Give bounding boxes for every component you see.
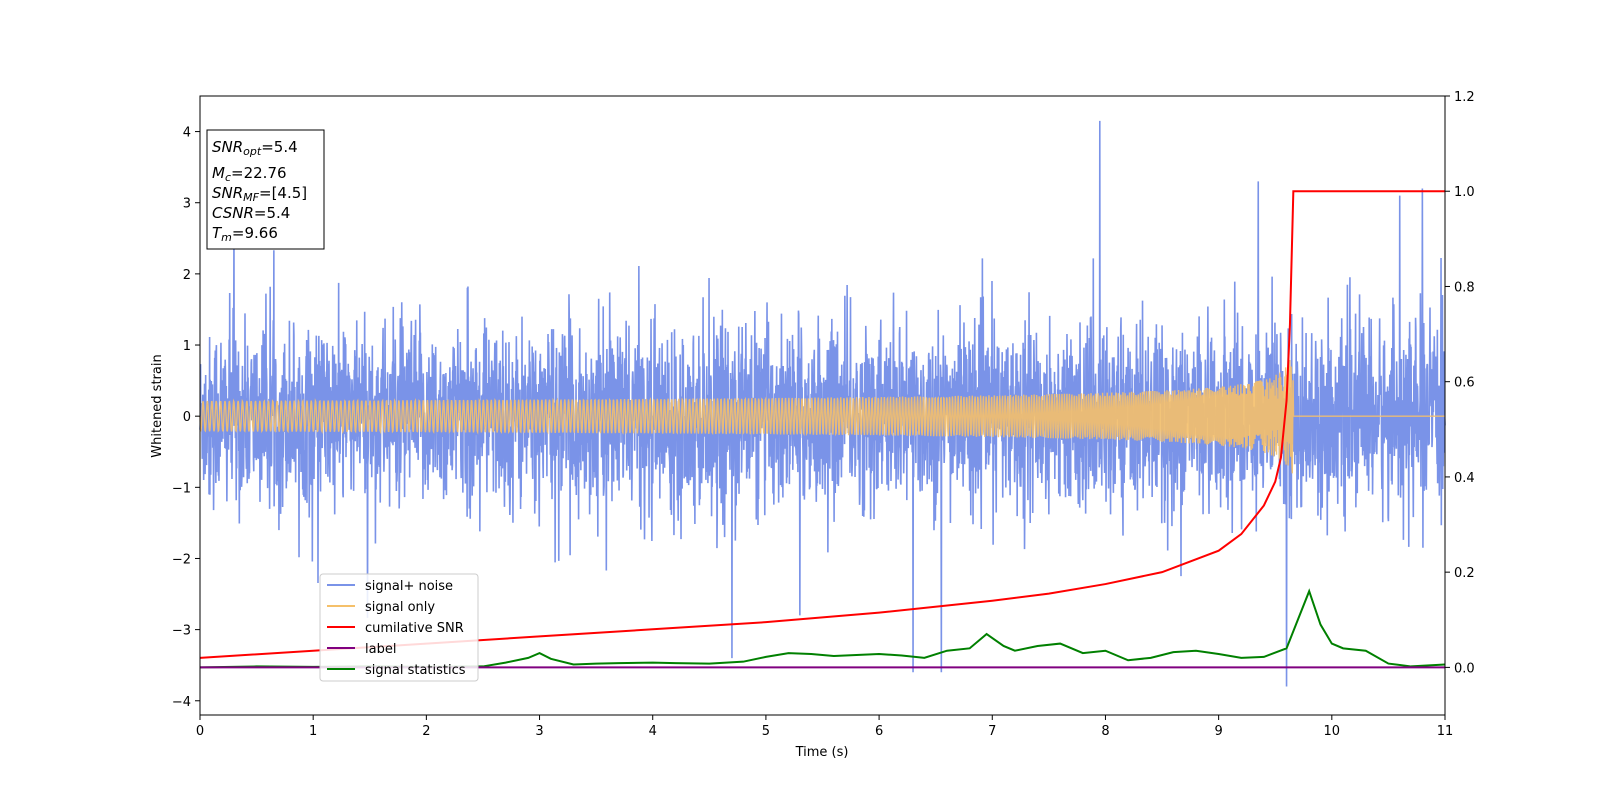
x-tick-label: 10: [1324, 724, 1341, 739]
info-tm: Tm=9.66: [212, 224, 278, 244]
info-mc: Mc=22.76: [212, 164, 287, 184]
y-right-tick-label: 0.6: [1454, 376, 1475, 391]
y-left-tick-label: −1: [172, 481, 191, 496]
x-tick-label: 1: [309, 724, 317, 739]
x-tick-label: 11: [1437, 724, 1454, 739]
y-axis-right-ticks: 0.0 0.2 0.4 0.6 0.8 1.0 1.2: [1445, 90, 1475, 676]
y-right-tick-label: 0.4: [1454, 471, 1475, 486]
plot-frame: [199, 95, 1446, 716]
x-tick-label: 7: [988, 724, 996, 739]
y-left-tick-label: −3: [172, 624, 191, 639]
cumulative-snr-line: [199, 190, 1445, 659]
legend-label-signal-only: signal only: [365, 600, 435, 615]
x-tick-label: 3: [535, 724, 543, 739]
cumulative-snr-series: [199, 190, 1445, 659]
legend-label-label: label: [365, 642, 396, 657]
signal-statistics-line: [199, 588, 1446, 669]
info-box: SNRopt=5.4 Mc=22.76 SNRMF=[4.5] CSNR=5.4…: [206, 129, 325, 250]
signal-noise-series: [199, 120, 1446, 687]
signal-statistics-series: [199, 588, 1446, 669]
y-axis-label: Whitened strain: [150, 354, 165, 457]
y-right-tick-label: 0.2: [1454, 566, 1475, 581]
y-right-tick-label: 1.0: [1454, 185, 1475, 200]
y-left-tick-label: 1: [183, 339, 191, 354]
legend-label-cumulative-snr: cumilative SNR: [365, 621, 464, 636]
y-left-tick-label: 0: [183, 410, 191, 425]
y-left-tick-label: 2: [183, 268, 191, 283]
y-left-tick-label: −4: [172, 695, 191, 710]
signal-only-line: [199, 359, 1445, 474]
x-tick-label: 4: [649, 724, 657, 739]
legend-label-signal-statistics: signal statistics: [365, 663, 466, 678]
y-axis-left-ticks: −4 −3 −2 −1 0 1 2 3 4: [172, 126, 200, 710]
x-tick-label: 9: [1214, 724, 1222, 739]
x-tick-label: 0: [196, 724, 204, 739]
y-right-tick-label: 1.2: [1454, 90, 1475, 105]
x-tick-label: 8: [1101, 724, 1109, 739]
x-tick-label: 5: [762, 724, 770, 739]
info-snr-mf: SNRMF=[4.5]: [212, 184, 307, 204]
y-right-tick-label: 0.0: [1454, 661, 1475, 676]
legend: signal+ noise signal only cumilative SNR…: [319, 573, 479, 682]
x-tick-label: 6: [875, 724, 883, 739]
y-left-tick-label: −2: [172, 552, 191, 567]
signal-only-series: [199, 359, 1445, 474]
x-axis-ticks: 0 1 2 3 4 5 6 7 8 9 10 11: [196, 715, 1453, 739]
signal-noise-line: [199, 120, 1446, 687]
y-right-tick-label: 0.8: [1454, 280, 1475, 295]
y-left-tick-label: 3: [183, 197, 191, 212]
info-csnr: CSNR=5.4: [212, 204, 290, 222]
x-tick-label: 2: [422, 724, 430, 739]
x-axis-label: Time (s): [795, 745, 849, 760]
info-snr-opt: SNRopt=5.4: [212, 138, 298, 158]
y-left-tick-label: 4: [183, 126, 191, 141]
legend-label-signal-noise: signal+ noise: [365, 579, 453, 594]
